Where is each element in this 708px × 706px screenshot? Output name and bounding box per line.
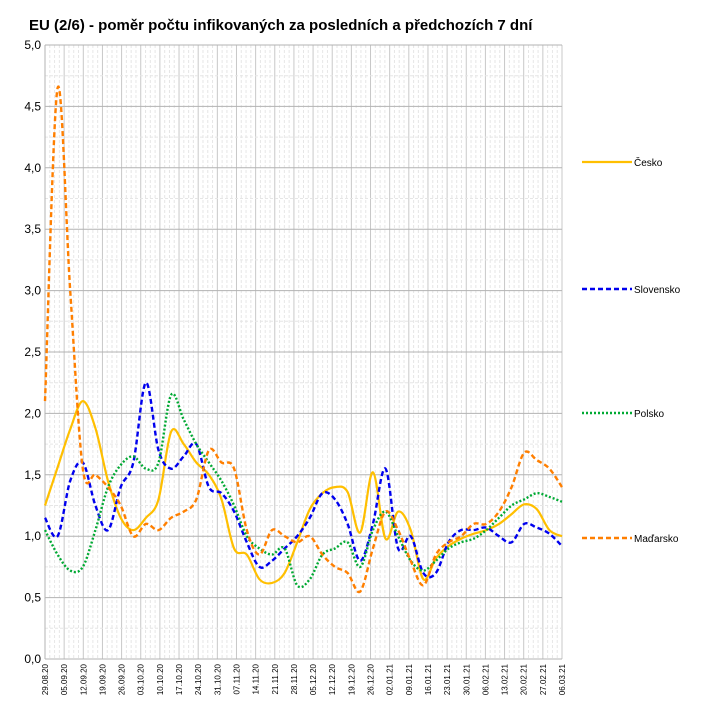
series-lines bbox=[43, 85, 564, 594]
x-tick-label: 21.11.20 bbox=[271, 663, 280, 694]
legend-item-cesko: Česko bbox=[582, 156, 663, 169]
chart-title: EU (2/6) - poměr počtu infikovaných za p… bbox=[29, 17, 533, 34]
x-tick-label: 17.10.20 bbox=[175, 663, 184, 695]
x-tick-label: 29.08.20 bbox=[41, 663, 50, 695]
x-tick-label: 19.09.20 bbox=[98, 663, 107, 695]
x-tick-label: 10.10.20 bbox=[156, 663, 165, 695]
y-tick-label: 0,5 bbox=[24, 591, 41, 605]
x-tick-label: 26.12.20 bbox=[367, 663, 376, 695]
legend-label: Slovensko bbox=[634, 285, 681, 296]
legend-label: Česko bbox=[634, 156, 663, 169]
x-tick-label: 06.03.21 bbox=[558, 663, 567, 695]
x-tick-label: 12.09.20 bbox=[79, 663, 88, 695]
x-tick-label: 12.12.20 bbox=[328, 663, 337, 695]
x-tick-label: 14.11.20 bbox=[252, 663, 261, 694]
y-tick-label: 0,0 bbox=[24, 652, 41, 666]
x-tick-label: 09.01.21 bbox=[405, 663, 414, 695]
x-tick-label: 31.10.20 bbox=[213, 663, 222, 695]
x-tick-label: 20.02.21 bbox=[520, 663, 529, 695]
x-tick-label: 05.12.20 bbox=[309, 663, 318, 695]
legend-item-madarsko: Maďarsko bbox=[582, 534, 679, 545]
x-tick-label: 23.01.21 bbox=[443, 663, 452, 695]
x-tick-label: 24.10.20 bbox=[194, 663, 203, 695]
legend-label: Polsko bbox=[634, 409, 664, 420]
y-tick-label: 3,5 bbox=[24, 222, 41, 236]
legend: Česko Slovensko Polsko Maďarsko bbox=[582, 156, 681, 545]
x-tick-label: 16.01.21 bbox=[424, 663, 433, 695]
chart-grid bbox=[44, 44, 563, 660]
x-tick-label: 05.09.20 bbox=[60, 663, 69, 695]
x-tick-label: 03.10.20 bbox=[137, 663, 146, 695]
y-tick-label: 4,5 bbox=[24, 99, 41, 113]
series-line-cesko bbox=[43, 400, 563, 585]
x-tick-label: 19.12.20 bbox=[347, 663, 356, 695]
x-axis-ticks: 29.08.20 05.09.20 12.09.20 19.09.20 26.09.20… bbox=[41, 663, 567, 695]
x-tick-label: 02.01.21 bbox=[386, 663, 395, 695]
series-line-madarsko bbox=[43, 85, 564, 594]
y-tick-label: 3,0 bbox=[24, 284, 41, 298]
y-axis-ticks: 0,0 0,5 1,0 1,5 2,0 2,5 3,0 3,5 4,0 4,5 5,0 bbox=[24, 38, 41, 666]
y-tick-label: 1,0 bbox=[24, 529, 41, 543]
x-tick-label: 07.11.20 bbox=[232, 663, 241, 694]
legend-label: Maďarsko bbox=[634, 534, 679, 545]
series-line-polsko bbox=[43, 392, 563, 589]
y-tick-label: 1,5 bbox=[24, 468, 41, 482]
x-tick-label: 30.01.21 bbox=[462, 663, 471, 695]
x-tick-label: 06.02.21 bbox=[481, 663, 490, 695]
y-tick-label: 2,0 bbox=[24, 406, 41, 420]
legend-item-polsko: Polsko bbox=[582, 409, 664, 420]
x-tick-label: 27.02.21 bbox=[539, 663, 548, 695]
y-tick-label: 5,0 bbox=[24, 38, 41, 52]
x-tick-label: 13.02.21 bbox=[501, 663, 510, 695]
y-tick-label: 4,0 bbox=[24, 161, 41, 175]
y-tick-label: 2,5 bbox=[24, 345, 41, 359]
x-tick-label: 28.11.20 bbox=[290, 663, 299, 694]
legend-item-slovensko: Slovensko bbox=[582, 285, 681, 296]
x-tick-label: 26.09.20 bbox=[118, 663, 127, 695]
